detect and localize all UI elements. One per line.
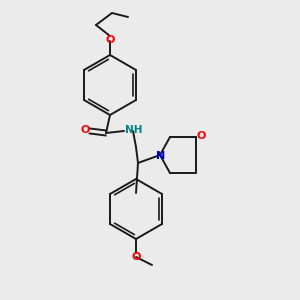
Text: O: O xyxy=(105,35,115,45)
Text: N: N xyxy=(156,151,166,161)
Text: O: O xyxy=(131,252,141,262)
Text: O: O xyxy=(196,131,206,141)
Text: O: O xyxy=(80,125,90,135)
Text: NH: NH xyxy=(125,125,142,135)
